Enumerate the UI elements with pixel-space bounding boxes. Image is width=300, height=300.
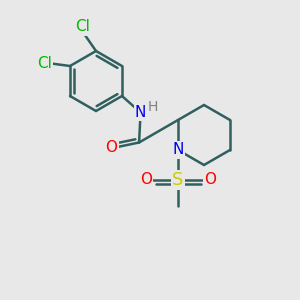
Text: O: O xyxy=(140,172,152,188)
Text: O: O xyxy=(106,140,118,154)
Text: O: O xyxy=(204,172,216,188)
Text: N: N xyxy=(172,142,184,158)
Text: H: H xyxy=(148,100,158,114)
Text: Cl: Cl xyxy=(37,56,52,70)
Text: Cl: Cl xyxy=(75,20,90,34)
Text: N: N xyxy=(135,105,146,120)
Text: S: S xyxy=(172,171,184,189)
